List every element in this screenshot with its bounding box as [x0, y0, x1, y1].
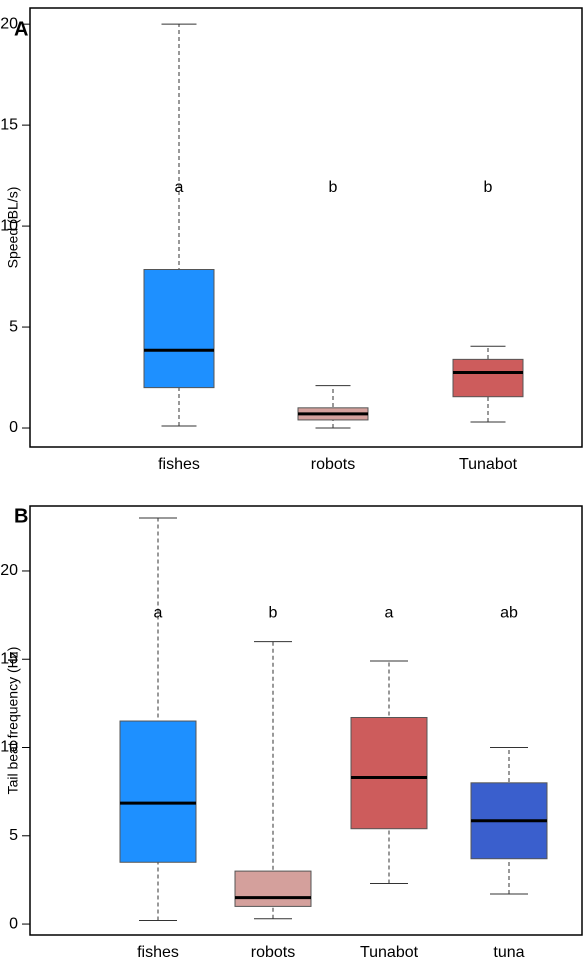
x-tick-label: robots — [311, 456, 355, 473]
x-tick-label: fishes — [137, 944, 179, 961]
y-axis-title: Tail beat frequency (Hz) — [5, 647, 21, 795]
significance-letter: b — [269, 604, 278, 621]
x-tick-label: Tunabot — [459, 456, 518, 473]
box — [452, 358, 524, 398]
y-tick-label: 5 — [9, 318, 18, 335]
y-tick-label: 5 — [9, 827, 18, 844]
significance-letter: a — [175, 179, 184, 196]
box — [350, 716, 428, 830]
y-tick-label: 0 — [9, 915, 18, 932]
box — [119, 720, 197, 863]
significance-letter: b — [484, 179, 493, 196]
y-tick-label: 20 — [0, 562, 18, 579]
plot-frame — [29, 7, 583, 448]
y-tick-label: 20 — [0, 15, 18, 32]
plot-frame — [29, 505, 583, 936]
x-tick-label: tuna — [493, 944, 524, 961]
y-tick-label: 0 — [9, 419, 18, 436]
y-tick-label: 10 — [0, 739, 18, 756]
box — [234, 870, 312, 907]
x-tick-label: fishes — [158, 456, 200, 473]
box — [143, 269, 215, 389]
y-tick-label: 10 — [0, 217, 18, 234]
y-tick-label: 15 — [0, 116, 18, 133]
significance-letter: a — [154, 604, 163, 621]
significance-letter: a — [385, 604, 394, 621]
x-tick-label: Tunabot — [360, 944, 419, 961]
y-axis-title: Speed (BL/s) — [5, 187, 21, 269]
x-tick-label: robots — [251, 944, 295, 961]
panel-label: B — [14, 505, 28, 527]
significance-letter: b — [329, 179, 338, 196]
significance-letter: ab — [500, 604, 518, 621]
y-tick-label: 15 — [0, 650, 18, 667]
